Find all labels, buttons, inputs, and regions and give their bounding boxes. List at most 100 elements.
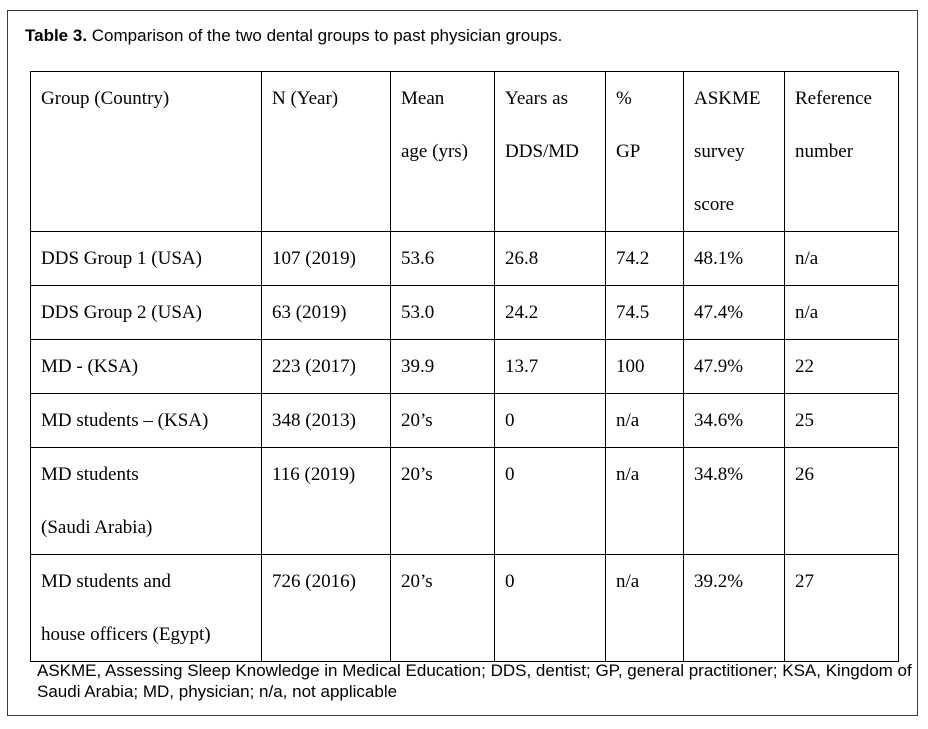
- header-mean-age-line: Mean: [401, 88, 445, 109]
- cell-group-country-line: DDS Group 2 (USA): [41, 302, 202, 323]
- cell-mean-age-line: 53.0: [401, 302, 435, 323]
- header-askme-score-line: score: [694, 194, 735, 215]
- table-caption: Table 3. Comparison of the two dental gr…: [25, 26, 562, 46]
- cell-askme-score: 39.2%: [683, 554, 785, 662]
- cell-reference-number: 26: [784, 447, 899, 555]
- cell-askme-score-line: 47.4%: [694, 302, 744, 323]
- header-percent-gp-line: %: [616, 88, 632, 109]
- cell-years-as-dds-md-line: 24.2: [505, 302, 539, 323]
- cell-reference-number: 25: [784, 393, 899, 448]
- cell-years-as-dds-md-line: 13.7: [505, 356, 539, 377]
- table-row: MD students and house officers (Egypt) 726…: [30, 554, 899, 662]
- cell-years-as-dds-md-line: 0: [505, 571, 515, 592]
- cell-askme-score: 47.9%: [683, 339, 785, 394]
- header-askme-score-line: ASKME: [694, 88, 761, 109]
- header-n-year-line: N (Year): [272, 88, 339, 109]
- cell-years-as-dds-md: 24.2: [494, 285, 606, 340]
- cell-reference-number: 22: [784, 339, 899, 394]
- cell-group-country-line: MD students and: [41, 571, 171, 592]
- cell-group-country-line: DDS Group 1 (USA): [41, 248, 202, 269]
- header-n-year: N (Year): [261, 71, 391, 232]
- cell-askme-score-line: 39.2%: [694, 571, 744, 592]
- cell-n-year: 223 (2017): [261, 339, 391, 394]
- cell-group-country-line: MD students – (KSA): [41, 410, 209, 431]
- cell-reference-number-line: n/a: [795, 302, 819, 323]
- cell-mean-age: 53.0: [390, 285, 495, 340]
- header-reference-number-line: Reference: [795, 88, 872, 109]
- cell-askme-score-line: 34.6%: [694, 410, 744, 431]
- cell-percent-gp-line: 74.5: [616, 302, 650, 323]
- cell-mean-age-line: 53.6: [401, 248, 435, 269]
- header-reference-number-line: number: [795, 141, 854, 162]
- cell-percent-gp: n/a: [605, 393, 684, 448]
- cell-reference-number-line: 25: [795, 410, 814, 431]
- table-footnote: ASKME, Assessing Sleep Knowledge in Medi…: [37, 661, 912, 701]
- cell-n-year: 107 (2019): [261, 231, 391, 286]
- cell-group-country-line: MD - (KSA): [41, 356, 139, 377]
- cell-n-year: 63 (2019): [261, 285, 391, 340]
- cell-mean-age: 53.6: [390, 231, 495, 286]
- cell-percent-gp: 74.2: [605, 231, 684, 286]
- cell-mean-age: 20’s: [390, 447, 495, 555]
- header-years-as-dds-md-line: Years as: [505, 88, 568, 109]
- header-years-as-dds-md: Years as DDS/MD: [494, 71, 606, 232]
- cell-group-country: DDS Group 1 (USA): [30, 231, 262, 286]
- header-mean-age-line: age (yrs): [401, 141, 468, 162]
- caption-label: Table 3.: [25, 26, 88, 45]
- cell-group-country: MD - (KSA): [30, 339, 262, 394]
- table-row: DDS Group 1 (USA) 107 (2019) 53.6 26.8 74.2 4…: [30, 231, 899, 286]
- header-group-country: Group (Country): [30, 71, 262, 232]
- cell-percent-gp-line: n/a: [616, 571, 640, 592]
- cell-reference-number: 27: [784, 554, 899, 662]
- cell-years-as-dds-md: 26.8: [494, 231, 606, 286]
- header-years-as-dds-md-line: DDS/MD: [505, 141, 579, 162]
- cell-years-as-dds-md: 0: [494, 554, 606, 662]
- header-mean-age: Mean age (yrs): [390, 71, 495, 232]
- cell-mean-age-line: 20’s: [401, 571, 433, 592]
- cell-percent-gp: n/a: [605, 554, 684, 662]
- cell-group-country-line: (Saudi Arabia): [41, 517, 153, 538]
- cell-percent-gp-line: n/a: [616, 464, 640, 485]
- cell-reference-number-line: n/a: [795, 248, 819, 269]
- table-row: MD students (Saudi Arabia) 116 (2019) 20’s 0…: [30, 447, 899, 555]
- cell-mean-age-line: 20’s: [401, 410, 433, 431]
- header-reference-number: Reference number: [784, 71, 899, 232]
- cell-reference-number: n/a: [784, 231, 899, 286]
- caption-text: Comparison of the two dental groups to p…: [87, 26, 563, 45]
- cell-askme-score: 47.4%: [683, 285, 785, 340]
- cell-percent-gp: 74.5: [605, 285, 684, 340]
- cell-mean-age-line: 20’s: [401, 464, 433, 485]
- cell-percent-gp: n/a: [605, 447, 684, 555]
- header-askme-score-line: survey: [694, 141, 745, 162]
- cell-n-year: 116 (2019): [261, 447, 391, 555]
- cell-n-year-line: 726 (2016): [272, 571, 356, 592]
- table-row: MD students – (KSA) 348 (2013) 20’s 0 n/a 34.…: [30, 393, 899, 448]
- header-askme-score: ASKME survey score: [683, 71, 785, 232]
- cell-years-as-dds-md: 0: [494, 447, 606, 555]
- cell-percent-gp-line: n/a: [616, 410, 640, 431]
- cell-years-as-dds-md-line: 0: [505, 410, 515, 431]
- cell-group-country: MD students and house officers (Egypt): [30, 554, 262, 662]
- cell-years-as-dds-md-line: 26.8: [505, 248, 539, 269]
- cell-percent-gp-line: 100: [616, 356, 645, 377]
- table-header-row: Group (Country) N (Year) Mean age (yrs) Year…: [30, 71, 899, 232]
- cell-reference-number-line: 27: [795, 571, 814, 592]
- cell-mean-age: 20’s: [390, 554, 495, 662]
- cell-group-country: DDS Group 2 (USA): [30, 285, 262, 340]
- table-row: MD - (KSA) 223 (2017) 39.9 13.7 100 47.9% 22: [30, 339, 899, 394]
- cell-n-year: 726 (2016): [261, 554, 391, 662]
- cell-group-country-line: MD students: [41, 464, 139, 485]
- comparison-table: Group (Country) N (Year) Mean age (yrs) Year…: [30, 71, 899, 662]
- cell-n-year: 348 (2013): [261, 393, 391, 448]
- cell-years-as-dds-md: 0: [494, 393, 606, 448]
- cell-askme-score: 34.8%: [683, 447, 785, 555]
- cell-askme-score-line: 47.9%: [694, 356, 744, 377]
- cell-group-country-line: house officers (Egypt): [41, 624, 211, 645]
- table-row: DDS Group 2 (USA) 63 (2019) 53.0 24.2 74.5 47…: [30, 285, 899, 340]
- cell-group-country: MD students – (KSA): [30, 393, 262, 448]
- cell-reference-number: n/a: [784, 285, 899, 340]
- cell-group-country: MD students (Saudi Arabia): [30, 447, 262, 555]
- cell-reference-number-line: 26: [795, 464, 814, 485]
- cell-n-year-line: 348 (2013): [272, 410, 356, 431]
- cell-askme-score-line: 34.8%: [694, 464, 744, 485]
